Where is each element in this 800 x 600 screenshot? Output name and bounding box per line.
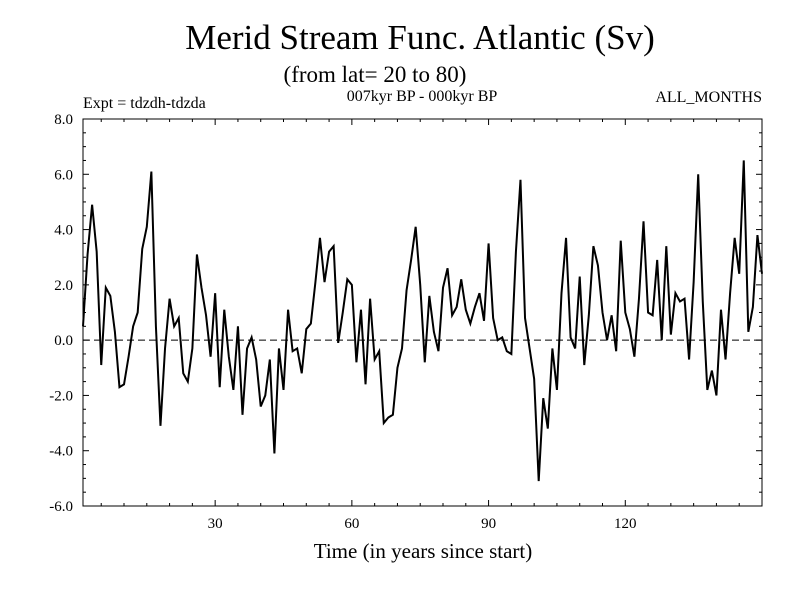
y-tick-label: 6.0 — [54, 167, 73, 183]
plot-frame — [82, 118, 763, 507]
chart-title: Merid Stream Func. Atlantic (Sv) — [185, 18, 655, 57]
y-tick-label: -6.0 — [49, 499, 73, 515]
chart-subtitle: (from lat= 20 to 80) — [284, 62, 467, 87]
y-tick-label: 8.0 — [54, 112, 73, 128]
x-tick-label: 120 — [614, 516, 637, 532]
y-tick-label: 2.0 — [54, 278, 73, 294]
x-axis-label: Time (in years since start) — [314, 539, 533, 563]
months-label: ALL_MONTHS — [655, 89, 762, 106]
experiment-label: Expt = tdzdh-tdzda — [83, 95, 206, 112]
y-tick-label: 0.0 — [54, 333, 73, 349]
x-tick-label: 90 — [481, 516, 496, 532]
x-tick-label: 30 — [208, 516, 223, 532]
y-tick-label: -4.0 — [49, 444, 73, 460]
x-tick-label: 60 — [344, 516, 359, 532]
series-line — [82, 160, 763, 482]
y-tick-label: 4.0 — [54, 223, 73, 239]
y-tick-label: -2.0 — [49, 388, 73, 404]
y-axis: -6.0 -4.0 -2.0 0.0 2.0 4.0 6.0 8.0 — [49, 112, 762, 515]
time-range-label: 007kyr BP - 000kyr BP — [347, 88, 498, 105]
